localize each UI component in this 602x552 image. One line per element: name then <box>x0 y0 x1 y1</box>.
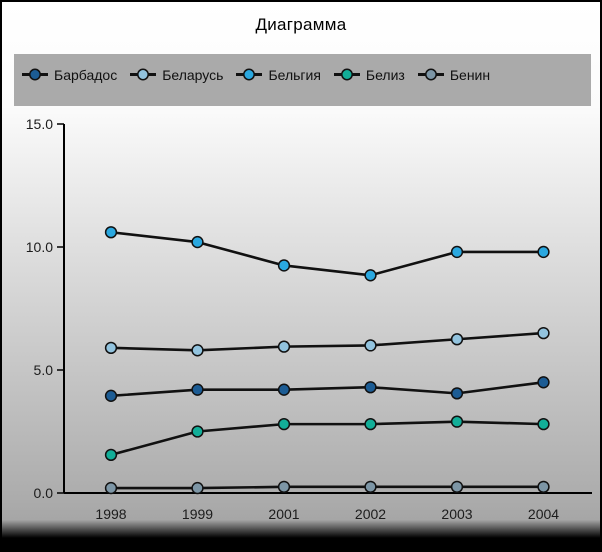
legend: Барбадос Беларусь Бельгия Белиз Бенин <box>14 54 591 106</box>
legend-series-marker-icon <box>22 68 48 81</box>
legend-label: Беларусь <box>162 66 224 83</box>
data-point <box>277 417 291 431</box>
data-point <box>104 448 118 462</box>
data-point <box>277 383 291 396</box>
data-point <box>191 344 204 357</box>
x-axis-tick-label: 2001 <box>268 506 299 522</box>
legend-series-marker-icon <box>333 68 360 81</box>
data-point <box>450 333 464 346</box>
data-point <box>277 480 291 494</box>
legend-label: Бенин <box>449 66 491 83</box>
data-point <box>537 245 550 259</box>
x-axis-tick-label: 2003 <box>441 506 472 522</box>
x-axis-tick-label: 2004 <box>528 506 559 522</box>
data-point <box>450 480 464 494</box>
data-point <box>191 481 204 495</box>
data-point <box>104 341 118 355</box>
data-point <box>277 259 291 272</box>
data-point <box>277 340 291 353</box>
legend-label: Бельгия <box>268 66 321 83</box>
data-point <box>537 417 550 431</box>
legend-series-marker-icon <box>236 68 263 81</box>
series-line <box>109 331 545 352</box>
data-point <box>191 383 204 396</box>
legend-item: Беларусь <box>130 67 223 83</box>
legend-item: Бенин <box>417 66 491 83</box>
legend-item: Бельгия <box>236 66 321 83</box>
legend-item: Белиз <box>333 66 405 83</box>
y-axis-tick-label: 10.0 <box>26 239 53 255</box>
data-point <box>104 226 118 239</box>
data-point <box>537 376 550 389</box>
y-axis-tick-label: 5.0 <box>34 362 54 378</box>
data-point <box>104 481 118 495</box>
legend-series-marker-icon <box>130 68 157 81</box>
data-point <box>450 387 464 400</box>
x-axis-tick-label: 1999 <box>182 506 213 522</box>
data-point <box>450 415 464 428</box>
data-point <box>191 425 204 438</box>
data-point <box>537 326 550 340</box>
chart-title: Диаграмма <box>255 15 347 34</box>
data-point <box>537 480 550 494</box>
series-line <box>109 420 545 457</box>
data-point <box>364 417 377 431</box>
data-point <box>364 480 377 494</box>
legend-label: Барбадос <box>54 66 118 83</box>
series-line <box>109 230 545 277</box>
data-point <box>364 269 377 282</box>
data-point <box>364 339 377 352</box>
series-line <box>109 485 545 490</box>
x-axis-tick-label: 2002 <box>355 506 386 522</box>
y-axis-tick-label: 0.0 <box>34 485 54 501</box>
data-point <box>191 235 204 249</box>
legend-series-marker-icon <box>417 68 444 81</box>
legend-item: Барбадос <box>22 67 117 83</box>
y-axis-tick-label: 15.0 <box>26 116 53 132</box>
x-axis-tick-label: 1998 <box>95 506 126 522</box>
data-point <box>364 381 377 394</box>
data-point <box>450 245 464 259</box>
data-point <box>104 389 118 402</box>
series-line <box>109 380 545 398</box>
legend-label: Белиз <box>365 66 405 83</box>
